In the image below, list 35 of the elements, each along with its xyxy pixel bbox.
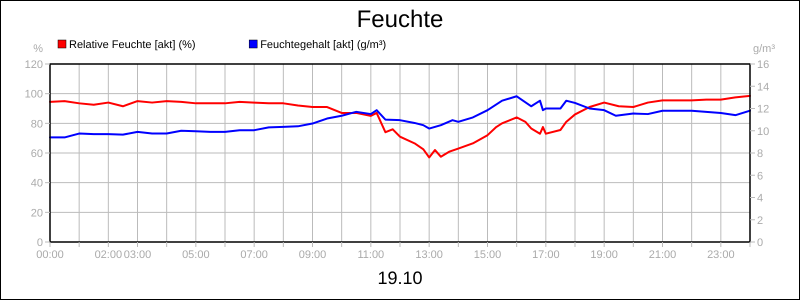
x-tick-label: 13:00: [415, 249, 443, 261]
x-tick-label: 23:00: [707, 249, 735, 261]
y-tick-label: 80: [30, 118, 43, 130]
y-tick-label: 120: [24, 59, 43, 71]
y2-tick-label: 8: [757, 148, 764, 160]
y2-axis-title: g/m³: [753, 43, 776, 55]
y2-tick-label: 0: [757, 237, 764, 249]
x-tick-label: 15:00: [474, 249, 502, 261]
y2-tick-label: 16: [757, 59, 770, 71]
chart-title: Feuchte: [356, 6, 444, 33]
x-tick-label: 02:00: [94, 249, 122, 261]
x-tick-label: 11:00: [357, 249, 384, 261]
y2-tick-label: 6: [757, 170, 764, 182]
x-tick-label: 17:00: [532, 249, 560, 261]
y2-tick-label: 2: [757, 214, 764, 227]
y2-tick-label: 12: [757, 104, 770, 116]
legend-label: Relative Feuchte [akt] (%): [69, 39, 196, 51]
x-axis-title: 19.10: [377, 268, 423, 288]
y2-tick-label: 10: [757, 126, 770, 138]
legend-label: Feuchtegehalt [akt] (g/m³): [260, 39, 386, 51]
x-tick-label: 21:00: [648, 249, 676, 261]
x-tick-label: 09:00: [298, 249, 326, 261]
y2-tick-label: 14: [757, 81, 770, 94]
x-tick-label: 19:00: [590, 249, 618, 261]
x-tick-label: 03:00: [124, 249, 152, 261]
y-tick-label: 60: [30, 148, 43, 160]
y-tick-label: 0: [36, 237, 43, 249]
x-tick-label: 07:00: [240, 249, 268, 261]
y2-tick-label: 4: [757, 192, 764, 204]
y-tick-label: 100: [24, 88, 43, 101]
y-tick-label: 20: [30, 207, 43, 220]
x-tick-label: 05:00: [182, 249, 210, 261]
y-tick-label: 40: [30, 178, 43, 190]
y-axis-title: %: [33, 43, 44, 55]
x-tick-label: 00:00: [36, 249, 64, 261]
